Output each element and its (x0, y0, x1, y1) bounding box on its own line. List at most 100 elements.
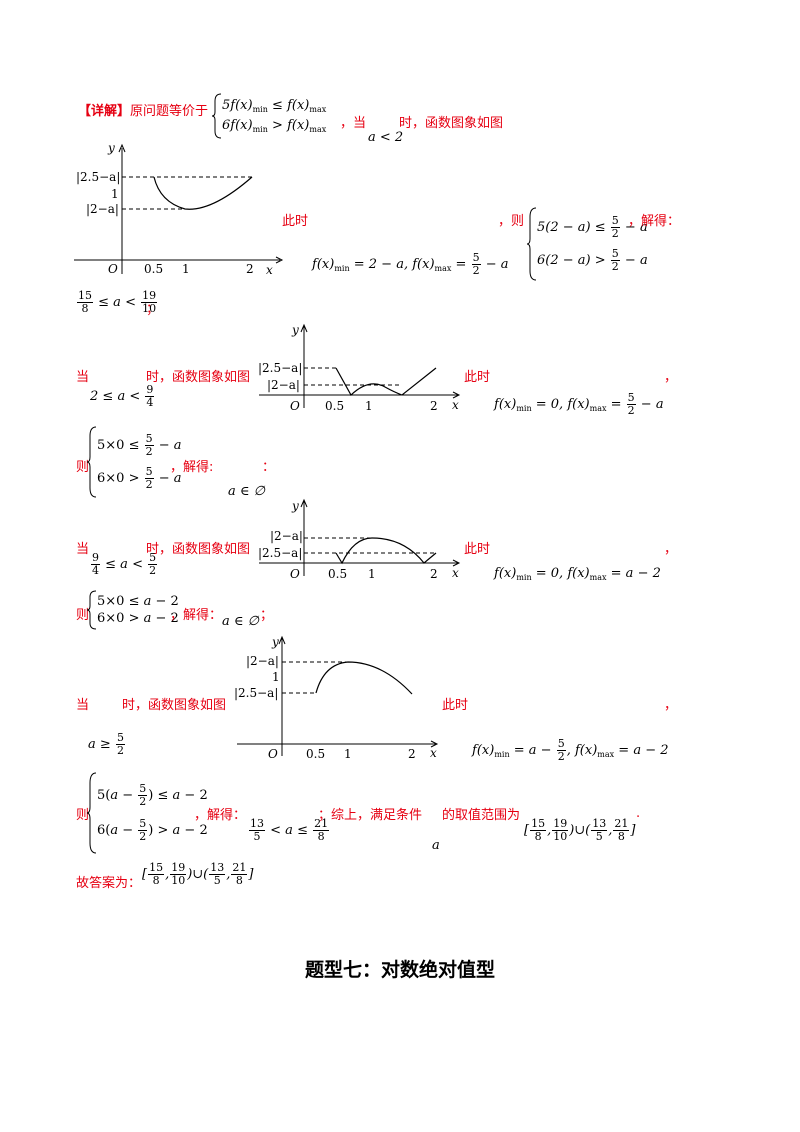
left-brace-icon (527, 207, 537, 281)
origin-label: O (108, 262, 118, 276)
origin-label: O (290, 567, 300, 581)
case4-system: 5(a − 5 2) ≤ a − 2 6(a − 5 2) > a − 2 (87, 772, 208, 854)
case2-jiede: ，解得: (170, 460, 214, 475)
case1-jiede: ，解得： (628, 214, 681, 229)
y-value-label: |2−a| (246, 654, 279, 668)
intro-text: 原问题等价于 (130, 104, 209, 119)
case3-minmax: f(x)min = 0, f(x)max = a − 2 (494, 566, 661, 582)
graph-4: y x O 0.5 1 2 |2−a| 1 |2.5−a| (234, 635, 439, 761)
y-label: y (271, 635, 279, 649)
case2-empty: a ∈ ∅ (228, 484, 265, 499)
detail-tag: 【详解】 (78, 104, 131, 119)
case3-system: 5×0 ≤ a − 2 6×0 > a − 2 (87, 590, 179, 630)
case1-solution: 15 8 ≤ a < 19 10 (77, 289, 158, 315)
y-value-label: 1 (111, 187, 119, 201)
case4-ze: 则 (76, 808, 90, 823)
curve (153, 176, 253, 210)
case3-empty: a ∈ ∅ (222, 614, 259, 629)
case1-condition: a < 2 (368, 130, 404, 145)
case1-cishi: 此时 (282, 214, 309, 229)
case2-ze: 则 (76, 460, 90, 475)
case4-dang: 当 (76, 698, 90, 713)
x-label: x (452, 398, 459, 412)
tick-label: 1 (182, 262, 190, 276)
x-label: x (430, 746, 437, 760)
case3-shi-graph: 时，函数图象如图 (146, 542, 251, 557)
y-value-label: |2.5−a| (76, 170, 120, 184)
left-brace-icon (87, 590, 97, 630)
curve (335, 367, 437, 396)
graph-1: y x O 0.5 1 2 |2.5−a| 1 |2−a| (74, 141, 284, 277)
summary-text: ；综上，满足条件 (318, 808, 423, 823)
range-period: . (636, 806, 641, 821)
intro-when: ，当 (340, 116, 367, 131)
graph-2: y x O 0.5 1 2 |2.5−a| |2−a| (258, 323, 461, 413)
case1-semicolon: ； (146, 302, 160, 317)
case3-cishi: 此时 (464, 542, 491, 557)
case4-solution: 13 5 < a ≤ 21 8 (249, 817, 330, 843)
tick-label: 0.5 (328, 567, 347, 581)
case3-comma: ， (664, 542, 678, 557)
left-brace-icon (87, 772, 97, 854)
tick-label: 0.5 (325, 399, 344, 413)
y-label: y (291, 499, 299, 513)
case4-jiede: ，解得： (194, 808, 247, 823)
tick-label: 2 (430, 567, 438, 581)
answer-label: 故答案为： (76, 876, 142, 891)
case4-shi-graph: 时，函数图象如图 (122, 698, 227, 713)
range-result: [15 8, 19 10)∪(13 5, 21 8] (524, 817, 636, 843)
case2-colon: ： (262, 460, 276, 475)
intro-after: 时，函数图象如图 (399, 116, 504, 131)
y-value-label: |2.5−a| (258, 361, 302, 375)
y-value-label: |2−a| (270, 529, 303, 543)
range-text: 的取值范围为 (442, 808, 521, 823)
summary-a: a (432, 838, 440, 853)
y-value-label: |2−a| (86, 202, 119, 216)
x-label: x (266, 263, 273, 277)
origin-label: O (268, 747, 278, 761)
case4-cishi: 此时 (442, 698, 469, 713)
case2-shi-graph: 时，函数图象如图 (146, 370, 251, 385)
case1-ze: ，则 (498, 214, 525, 229)
tick-label: 1 (368, 567, 376, 581)
case2-comma: ， (664, 370, 678, 385)
left-brace-icon (212, 93, 222, 139)
case3-semicolon: ； (260, 608, 274, 623)
intro-line: 【详解】原问题等价于 (78, 100, 208, 119)
y-value-label: 1 (272, 670, 280, 684)
case3-dang: 当 (76, 542, 90, 557)
curve (335, 537, 437, 565)
y-label: y (107, 141, 115, 155)
y-value-label: |2.5−a| (258, 546, 302, 560)
y-label: y (291, 323, 299, 337)
case2-cishi: 此时 (464, 370, 491, 385)
intro-system: 5f(x)min ≤ f(x)max 6f(x)min > f(x)max (212, 93, 326, 139)
y-value-label: |2−a| (267, 378, 300, 392)
left-brace-icon (87, 426, 97, 498)
tick-label: 2 (246, 262, 254, 276)
tick-label: 2 (408, 747, 416, 761)
tick-label: 2 (430, 399, 438, 413)
case3-ze: 则 (76, 608, 90, 623)
tick-label: 0.5 (144, 262, 163, 276)
tick-label: 0.5 (306, 747, 325, 761)
graph-3: y x O 0.5 1 2 |2−a| |2.5−a| (258, 498, 461, 581)
case2-dang: 当 (76, 370, 90, 385)
case4-comma: ， (664, 698, 678, 713)
y-value-label: |2.5−a| (234, 686, 278, 700)
tick-label: 1 (344, 747, 352, 761)
curve (315, 661, 413, 695)
tick-label: 1 (365, 399, 373, 413)
section-title: 题型七：对数绝对值型 (304, 959, 495, 981)
case3-jiede: ，解得： (170, 608, 223, 623)
origin-label: O (290, 399, 300, 413)
x-label: x (452, 566, 459, 580)
